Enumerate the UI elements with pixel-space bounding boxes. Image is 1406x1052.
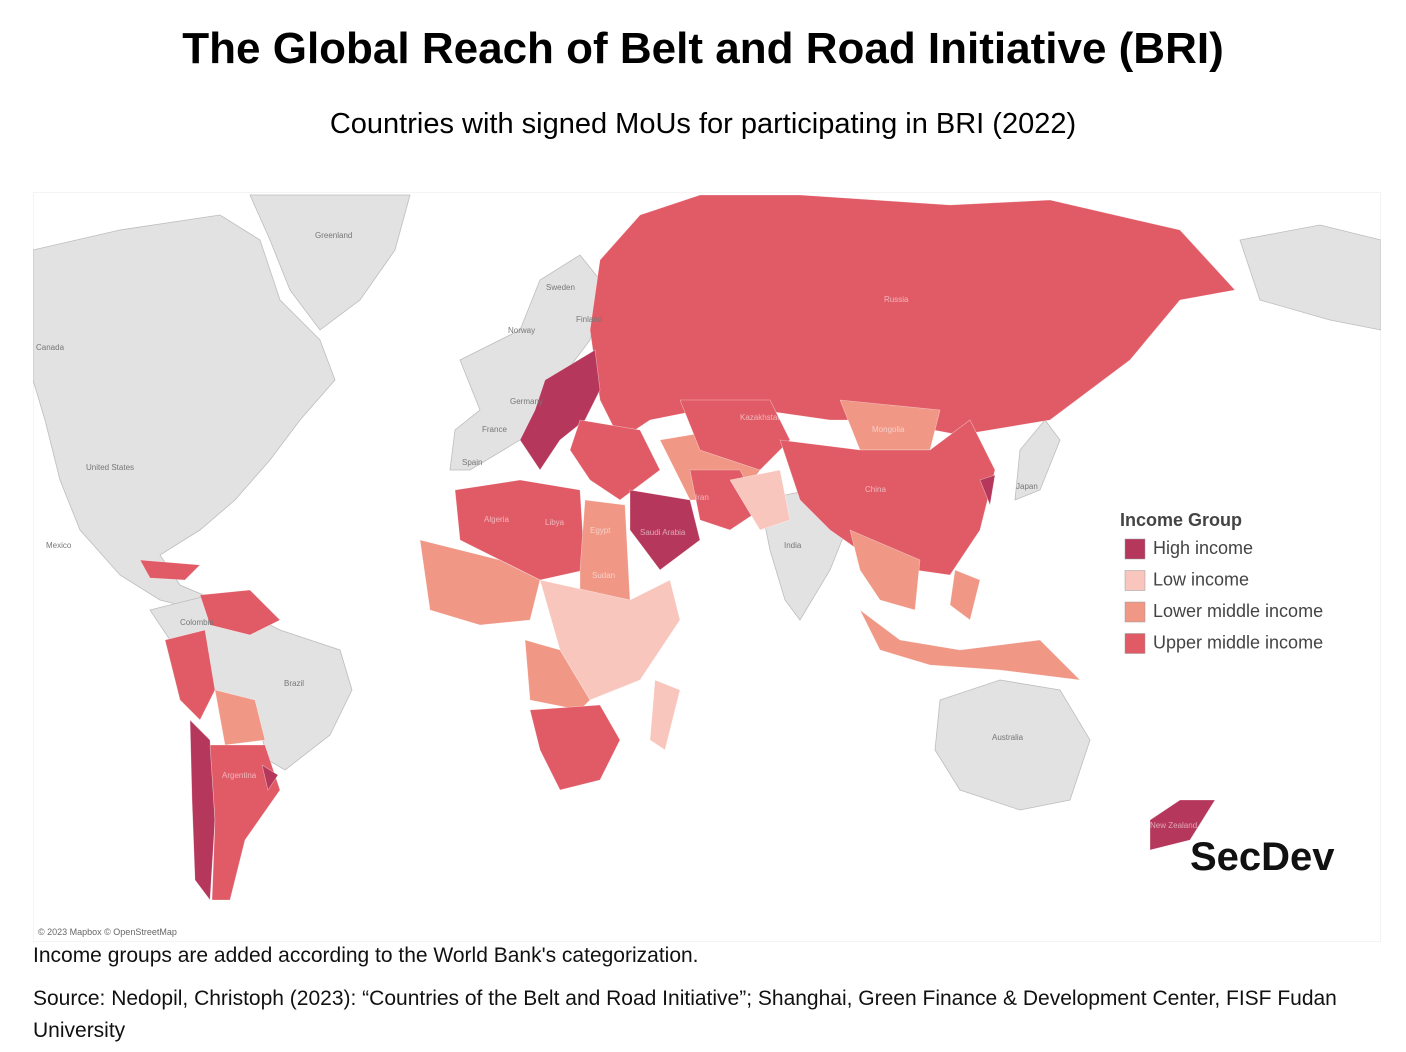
map-label: Iran (695, 493, 709, 502)
map-label: Saudi Arabia (640, 528, 686, 537)
title: The Global Reach of Belt and Road Initia… (182, 24, 1224, 73)
note: Income groups are added according to the… (33, 944, 699, 967)
map-label: New Zealand (1150, 821, 1197, 830)
legend-title: Income Group (1120, 510, 1242, 530)
map-label: Egypt (590, 526, 611, 535)
map-label: China (865, 485, 886, 494)
legend-swatch (1124, 538, 1146, 560)
logo: SecDev (1190, 835, 1335, 879)
map-label: Brazil (284, 679, 304, 688)
map-label: Australia (992, 733, 1024, 742)
map-label: Japan (1016, 482, 1038, 491)
legend-swatch (1124, 570, 1146, 591)
map-label: Kazakhstan (740, 413, 782, 422)
subtitle: Countries with signed MoUs for participa… (329, 108, 1077, 140)
map-label: Algeria (484, 515, 509, 524)
legend-label: Low income (1153, 569, 1249, 589)
map-label: Spain (462, 458, 482, 467)
legend-label: Lower middle income (1153, 601, 1323, 621)
map-label: Mongolia (872, 425, 905, 434)
legend-swatch (1124, 601, 1146, 623)
map-label: Germany (510, 397, 543, 406)
map-label: Mexico (46, 541, 72, 550)
map-label: Sweden (546, 283, 575, 292)
bri-countries (139, 194, 1236, 901)
legend-swatch (1124, 633, 1146, 654)
map-label: Greenland (315, 231, 352, 240)
attribution: © 2023 Mapbox © OpenStreetMap (38, 927, 177, 937)
map-label: Norway (508, 326, 535, 335)
map-label: France (482, 425, 507, 434)
map-label: Canada (36, 343, 65, 352)
legend-label: High income (1153, 538, 1253, 558)
map: Greenland Canada United States Mexico Co… (33, 192, 1381, 942)
legend: Income Group High income Low income Lower … (1120, 510, 1323, 654)
source: Source: Nedopil, Christoph (2023): “Coun… (33, 987, 1337, 1042)
map-label: India (784, 541, 802, 550)
legend-label: Upper middle income (1153, 632, 1323, 652)
map-label: Finland (576, 315, 602, 324)
map-label: Colombia (180, 618, 214, 627)
map-label: Argentina (222, 771, 257, 780)
map-label: United States (86, 463, 134, 472)
map-labels: Greenland Canada United States Mexico Co… (36, 231, 1197, 830)
map-label: Libya (545, 518, 565, 527)
map-label: Sudan (592, 571, 615, 580)
map-label: Russia (884, 295, 909, 304)
